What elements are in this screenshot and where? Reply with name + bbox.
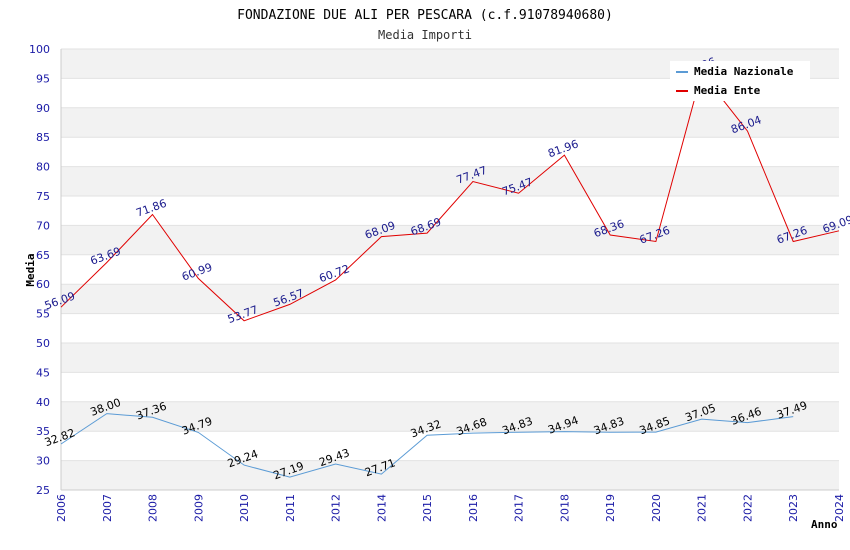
y-tick-label: 45 xyxy=(36,366,50,379)
grid-band xyxy=(61,107,839,138)
data-label-media-ente: 81.96 xyxy=(546,137,580,160)
y-tick-label: 50 xyxy=(36,337,50,350)
x-axis-label: Anno xyxy=(811,518,838,531)
grid-band xyxy=(61,225,839,255)
x-tick-label: 2016 xyxy=(467,494,480,522)
x-tick-label: 2017 xyxy=(513,494,526,522)
x-tick-label: 2024 xyxy=(833,494,846,522)
y-tick-label: 40 xyxy=(36,396,50,409)
x-tick-label: 2019 xyxy=(604,494,617,522)
y-tick-label: 35 xyxy=(36,425,50,438)
x-tick-label: 2011 xyxy=(284,494,297,522)
y-tick-label: 55 xyxy=(36,308,50,321)
x-tick-label: 2012 xyxy=(330,494,343,522)
y-tick-label: 90 xyxy=(36,102,50,115)
chart-title: FONDAZIONE DUE ALI PER PESCARA (c.f.9107… xyxy=(237,8,613,23)
chart-subtitle: Media Importi xyxy=(378,28,472,42)
x-axis-ticks: 2006 2007 2008 2009 2010 2011 2012 2014 2015 2016… xyxy=(55,494,846,522)
y-tick-label: 100 xyxy=(29,43,50,56)
x-tick-label: 2006 xyxy=(55,494,68,522)
y-tick-label: 70 xyxy=(36,219,50,232)
y-tick-label: 85 xyxy=(36,131,50,144)
x-tick-label: 2014 xyxy=(375,494,388,522)
y-axis-label: Media xyxy=(24,253,37,286)
y-tick-label: 30 xyxy=(36,455,50,468)
data-label-media-ente: 60.72 xyxy=(317,262,351,285)
y-tick-label: 25 xyxy=(36,484,50,497)
y-tick-label: 80 xyxy=(36,161,50,174)
x-tick-label: 2015 xyxy=(421,494,434,522)
x-tick-label: 2020 xyxy=(650,494,663,522)
x-tick-label: 2018 xyxy=(558,494,571,522)
grid-band xyxy=(61,401,839,432)
y-tick-label: 95 xyxy=(36,72,50,85)
x-tick-label: 2007 xyxy=(101,494,114,522)
grid-band xyxy=(61,460,839,490)
series-line-media-nazionale xyxy=(60,413,794,478)
legend-item-media-nazionale: Media Nazionale xyxy=(694,65,794,78)
grid xyxy=(60,48,839,491)
legend-item-media-ente: Media Ente xyxy=(694,84,761,97)
y-tick-label: 65 xyxy=(36,249,50,262)
grid-band xyxy=(61,343,839,373)
legend-background xyxy=(670,61,810,101)
y-tick-label: 60 xyxy=(36,278,50,291)
x-tick-label: 2023 xyxy=(787,494,800,522)
y-tick-label: 75 xyxy=(36,190,50,203)
legend: Media Nazionale Media Ente xyxy=(670,61,810,101)
data-label-media-ente: 60.99 xyxy=(180,261,214,284)
grid-band xyxy=(61,284,839,314)
x-tick-label: 2021 xyxy=(696,494,709,522)
grid-band xyxy=(61,166,839,196)
x-tick-label: 2008 xyxy=(147,494,160,522)
x-tick-label: 2022 xyxy=(741,494,754,522)
y-axis-ticks: 25 30 35 40 45 50 55 60 65 70 75 80 85 90 95 100 xyxy=(29,43,50,497)
x-tick-label: 2010 xyxy=(238,494,251,522)
x-tick-label: 2009 xyxy=(192,494,205,522)
